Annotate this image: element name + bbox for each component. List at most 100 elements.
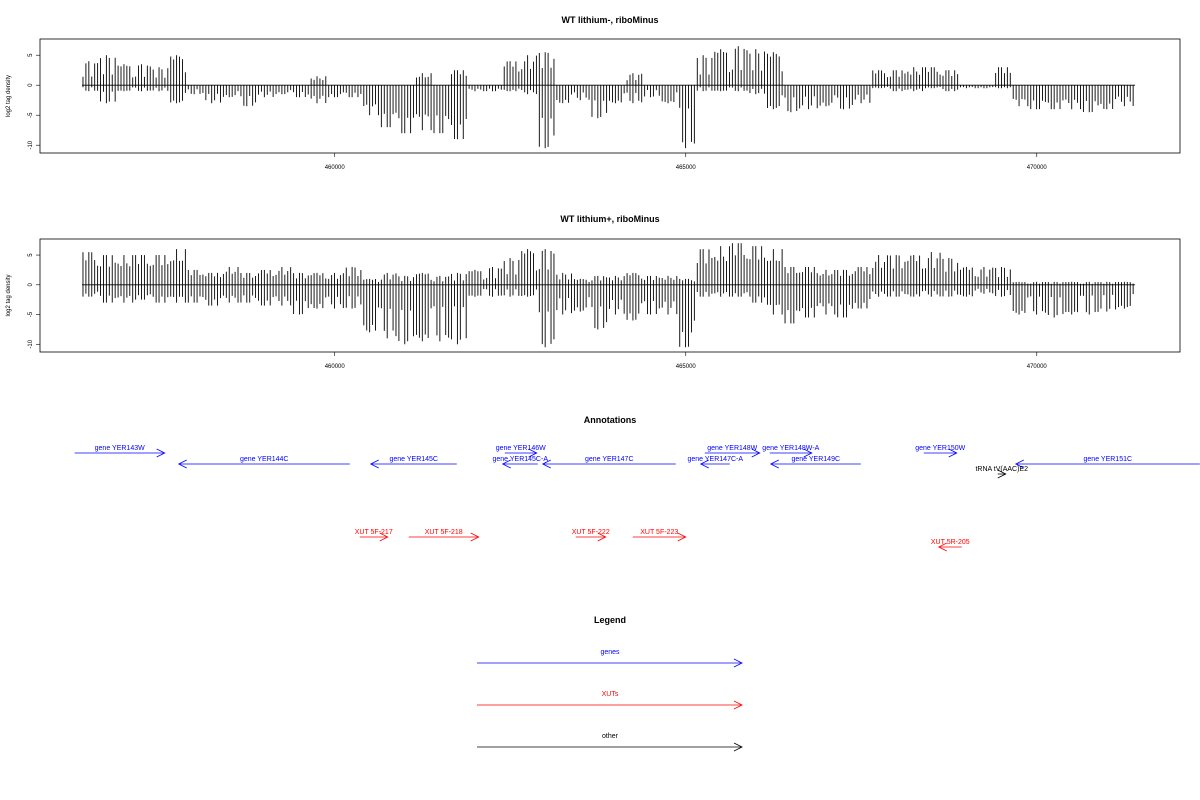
positive-signal-bin xyxy=(714,49,730,86)
x-tick-label: 460000 xyxy=(325,165,346,171)
positive-signal-bin xyxy=(626,73,643,86)
negative-signal-bin xyxy=(960,284,976,297)
negative-signal-bin xyxy=(1100,85,1117,110)
negative-signal-bin xyxy=(275,284,292,306)
positive-signal-bin xyxy=(1047,281,1064,285)
positive-signal-bin xyxy=(872,70,888,86)
negative-signal-bin xyxy=(135,284,151,300)
positive-signal-bin xyxy=(925,67,941,86)
positive-signal-bin xyxy=(82,252,99,285)
negative-signal-bin xyxy=(82,85,99,92)
negative-signal-bin xyxy=(100,85,116,104)
feature-label: XUT 5F-217 xyxy=(355,529,393,536)
x-tick-label: 465000 xyxy=(676,165,697,171)
legend-label: other xyxy=(602,733,619,740)
positive-signal-bin xyxy=(942,70,959,86)
feature-arrow-head xyxy=(177,459,187,469)
negative-signal-bin xyxy=(486,284,502,297)
legend-arrow-head xyxy=(733,742,743,752)
negative-signal-bin xyxy=(767,284,783,315)
positive-signal-bin xyxy=(749,246,766,285)
x-tick-label: 460000 xyxy=(325,364,346,370)
feature-label: XUT 5F-222 xyxy=(572,529,610,536)
negative-signal-bin xyxy=(714,85,730,92)
y-tick-label: 5 xyxy=(28,53,34,57)
plot-frame-1 xyxy=(39,38,1181,154)
positive-signal-bin xyxy=(310,76,327,86)
feature-label: gene YER147C xyxy=(585,456,634,463)
negative-signal-bin xyxy=(1030,85,1046,110)
positive-signal-bin xyxy=(152,67,169,86)
feature-arrow-head xyxy=(699,459,709,469)
y-axis-label: log2 tag density xyxy=(6,274,12,316)
positive-signal-bin xyxy=(328,272,344,285)
positive-signal-bin xyxy=(240,272,257,285)
positive-signal-bin xyxy=(661,275,678,285)
negative-signal-bin xyxy=(187,284,204,303)
positive-signal-bin xyxy=(679,278,695,285)
positive-signal-bin xyxy=(135,64,151,86)
positive-signal-bin xyxy=(152,255,169,285)
feature-label: gene YER148W xyxy=(707,445,757,452)
negative-signal-bin xyxy=(416,284,432,342)
negative-signal-bin xyxy=(1012,284,1029,315)
negative-signal-bin xyxy=(468,284,485,297)
negative-signal-bin xyxy=(942,85,959,92)
positive-signal-bin xyxy=(889,255,906,285)
negative-signal-bin xyxy=(1100,284,1117,312)
positive-signal-bin xyxy=(925,252,941,285)
negative-signal-bin xyxy=(328,284,344,309)
negative-signal-bin xyxy=(468,85,485,92)
negative-signal-bin xyxy=(117,284,134,303)
negative-signal-bin xyxy=(1065,284,1081,315)
negative-signal-bin xyxy=(609,284,625,315)
negative-signal-bin xyxy=(889,85,906,92)
negative-signal-bin xyxy=(275,85,292,95)
panel-1-title: WT lithium-, riboMinus xyxy=(562,15,659,25)
negative-signal-bin xyxy=(661,85,678,104)
negative-signal-bin xyxy=(802,284,818,318)
positive-signal-bin xyxy=(644,275,660,285)
positive-signal-bin xyxy=(784,266,801,285)
negative-signal-bin xyxy=(205,284,221,306)
negative-signal-bin xyxy=(222,85,239,98)
feature-arrow-head xyxy=(501,459,511,469)
negative-signal-bin xyxy=(82,284,99,297)
negative-signal-bin xyxy=(310,284,327,309)
positive-signal-bin xyxy=(135,255,151,285)
positive-signal-bin xyxy=(503,61,520,86)
positive-signal-bin xyxy=(521,249,537,285)
positive-signal-bin xyxy=(731,46,748,86)
negative-signal-bin xyxy=(363,85,379,116)
negative-signal-bin xyxy=(293,85,309,98)
negative-signal-bin xyxy=(749,284,766,303)
negative-signal-bin xyxy=(1082,85,1099,113)
negative-signal-bin xyxy=(152,284,169,303)
negative-signal-bin xyxy=(310,85,327,104)
positive-signal-bin xyxy=(573,278,590,285)
positive-signal-bin xyxy=(100,255,116,285)
feature-label: gene YER151C xyxy=(1084,456,1133,463)
negative-signal-bin xyxy=(591,284,608,330)
negative-signal-bin xyxy=(573,284,590,312)
negative-signal-bin xyxy=(784,85,801,113)
positive-signal-bin xyxy=(222,266,239,285)
legend-label: genes xyxy=(600,649,620,656)
negative-signal-bin xyxy=(889,284,906,297)
positive-signal-bin xyxy=(293,272,309,285)
positive-signal-bin xyxy=(942,258,959,285)
positive-signal-bin xyxy=(995,266,1011,285)
negative-signal-bin xyxy=(819,284,836,315)
positive-signal-bin xyxy=(310,272,327,285)
feature-arrow-head xyxy=(769,459,779,469)
negative-signal-bin xyxy=(152,85,169,92)
positive-signal-bin xyxy=(556,272,572,285)
negative-signal-bin xyxy=(837,284,853,318)
negative-signal-bin xyxy=(187,85,204,95)
negative-signal-bin xyxy=(995,284,1011,297)
positive-signal-bin xyxy=(1065,281,1081,285)
positive-signal-bin xyxy=(503,258,520,285)
positive-signal-bin xyxy=(731,243,748,285)
negative-signal-bin xyxy=(1047,85,1064,110)
negative-signal-bin xyxy=(345,85,362,98)
